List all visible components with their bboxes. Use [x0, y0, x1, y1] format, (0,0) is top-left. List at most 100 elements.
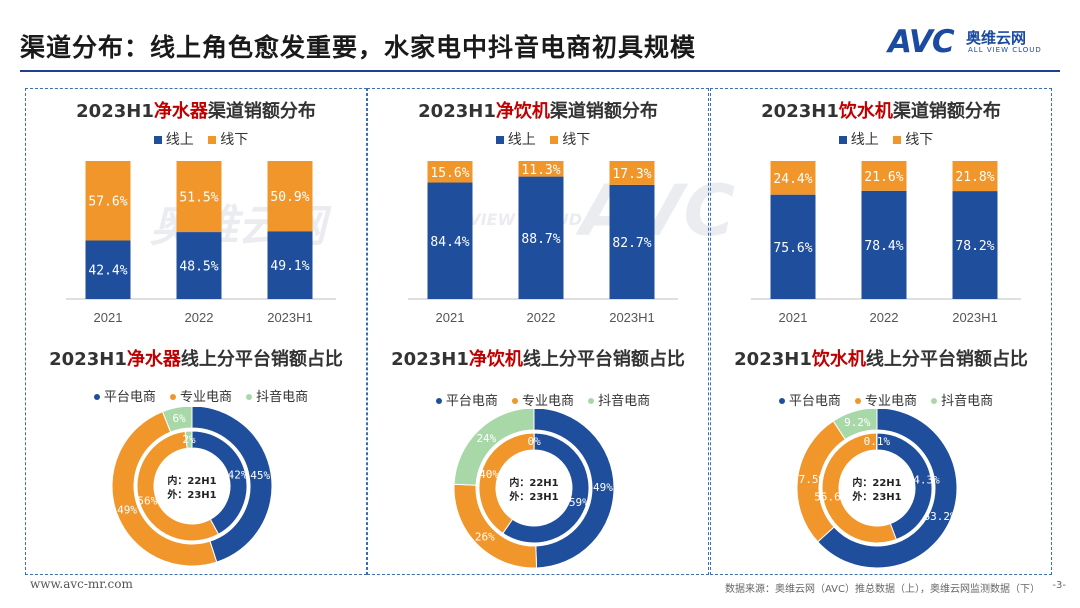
inner-slice-label: 0% [527, 435, 541, 448]
legend-professional-label: 专业电商 [864, 394, 917, 409]
donut-center [841, 452, 913, 524]
outer-slice-label: 26% [475, 530, 495, 543]
outer-slice-label: 6% [172, 412, 186, 425]
pie-chart-title: 2023H1净饮机线上分平台销额占比 [391, 349, 685, 370]
bar-legend: 线上 线下 [368, 129, 708, 149]
legend-douyin-label: 抖音电商 [941, 394, 994, 409]
pie-legend: 平台电商 专业电商 抖音电商 [26, 386, 366, 405]
data-label-online: 42.4% [88, 264, 127, 279]
data-label-offline: 15.6% [430, 166, 469, 181]
legend-platform-swatch [93, 394, 100, 400]
bar-legend: 线上 线下 [26, 129, 366, 149]
legend-platform-label: 平台电商 [788, 394, 841, 409]
legend-offline-swatch [208, 135, 217, 144]
legend-platform-label: 平台电商 [103, 390, 156, 405]
legend-online-swatch [153, 135, 162, 144]
legend-online-swatch [495, 135, 504, 144]
bar-offline [427, 161, 473, 183]
outer-ring-slice [817, 409, 958, 569]
legend-offline-label: 线下 [562, 132, 591, 148]
bar-offline [85, 161, 131, 241]
legend-professional-label: 专业电商 [179, 390, 232, 405]
category-label: 2021 [436, 310, 465, 325]
inner-slice-label: 40% [479, 468, 499, 481]
legend-online-label: 线上 [850, 132, 879, 148]
panel-water-purifier: 2023H1净水器渠道销额分布 线上 线下 42.4% 57.6% 2021 48.5… [25, 88, 367, 575]
center-inner-label: 内：22H1 [167, 474, 216, 487]
legend-online-swatch [838, 135, 847, 144]
bar-online [267, 231, 313, 299]
panel-drinking-purifier: 2023H1净饮机渠道销额分布 线上 线下 84.4% 15.6% 2021 88.7… [367, 88, 709, 575]
outer-slice-label: 45% [250, 469, 270, 482]
bar-online [770, 194, 816, 299]
inner-slice-label: 44.3% [907, 474, 940, 487]
data-label-online: 75.6% [773, 241, 812, 256]
legend-offline-swatch [893, 135, 902, 144]
outer-slice-label: 49% [117, 503, 137, 516]
outer-slice-label: 24% [476, 432, 496, 445]
bar-online [518, 176, 564, 299]
data-label-online: 84.4% [430, 235, 469, 250]
bar-chart-title: 2023H1饮水机渠道销额分布 [761, 101, 1001, 122]
bar-online [952, 191, 998, 299]
center-outer-label: 外：23H1 [851, 490, 901, 503]
pie-chart-title: 2023H1饮水机线上分平台销额占比 [734, 349, 1028, 370]
inner-slice-label: 0.1% [864, 435, 891, 448]
pie-chart-title: 2023H1净水器线上分平台销额占比 [49, 349, 343, 370]
center-inner-label: 内：22H1 [852, 476, 901, 489]
inner-ring-slice [184, 430, 193, 449]
inner-ring-slice [136, 430, 220, 542]
data-label-online: 78.4% [864, 239, 903, 254]
category-label: 2023H1 [609, 310, 655, 325]
legend-platform-label: 平台电商 [445, 394, 498, 409]
pie-legend: 平台电商 专业电商 抖音电商 [711, 390, 1051, 409]
bar-offline [952, 161, 998, 192]
legend-professional-label: 专业电商 [521, 394, 574, 409]
data-label-online: 82.7% [612, 236, 651, 251]
page-title: 渠道分布：线上角色愈发重要，水家电中抖音电商初具规模 [20, 33, 697, 62]
outer-ring-slice [533, 409, 615, 569]
bar-offline [609, 161, 655, 185]
data-label-offline: 11.3% [521, 163, 560, 178]
outer-ring-slice [191, 407, 273, 563]
outer-ring-slice [161, 407, 193, 433]
center-outer-label: 外：23H1 [508, 490, 558, 503]
data-label-offline: 50.9% [270, 190, 309, 205]
category-label: 2021 [94, 310, 123, 325]
data-label-offline: 51.5% [179, 191, 218, 206]
data-label-online: 88.7% [521, 232, 560, 247]
inner-slice-label: 59% [569, 496, 589, 509]
legend-douyin-label: 抖音电商 [598, 394, 651, 409]
data-label-online: 49.1% [270, 259, 309, 274]
bar-chart-title: 2023H1净饮机渠道销额分布 [418, 101, 658, 122]
legend-professional-swatch [169, 394, 176, 400]
bar-online [609, 184, 655, 299]
legend-douyin-swatch [588, 398, 595, 404]
category-label: 2022 [527, 310, 556, 325]
data-label-online: 78.2% [955, 239, 994, 254]
legend-douyin-label: 抖音电商 [256, 390, 309, 405]
data-label-online: 48.5% [179, 260, 218, 275]
data-label-offline: 24.4% [773, 172, 812, 187]
legend-offline-swatch [550, 135, 559, 144]
page-number: -3- [1052, 580, 1066, 591]
bar-chart: 84.4% 15.6% 2021 88.7% 11.3% 2022 82.7% 17.3% 20… [408, 161, 678, 325]
pie-legend: 平台电商 专业电商 抖音电商 [368, 390, 708, 409]
inner-ring-slice [502, 432, 590, 544]
category-label: 2022 [870, 310, 899, 325]
outer-ring-slice [453, 409, 535, 486]
inner-slice-label: 42% [228, 468, 248, 481]
category-label: 2022 [185, 310, 214, 325]
legend-platform-swatch [435, 398, 442, 404]
legend-offline-label: 线下 [905, 132, 934, 148]
bar-chart: 75.6% 24.4% 2021 78.4% 21.6% 2022 78.2% 21.8% 20… [751, 161, 1021, 325]
category-label: 2021 [779, 310, 808, 325]
data-label-offline: 21.8% [955, 170, 994, 185]
legend-douyin-swatch [931, 398, 938, 404]
footer-source: 数据来源：奥维云网（AVC）推总数据（上），奥维云网监测数据（下） [724, 584, 1040, 595]
bar-online [85, 240, 131, 299]
legend-professional-swatch [854, 398, 861, 404]
inner-slice-label: 2% [182, 433, 196, 446]
